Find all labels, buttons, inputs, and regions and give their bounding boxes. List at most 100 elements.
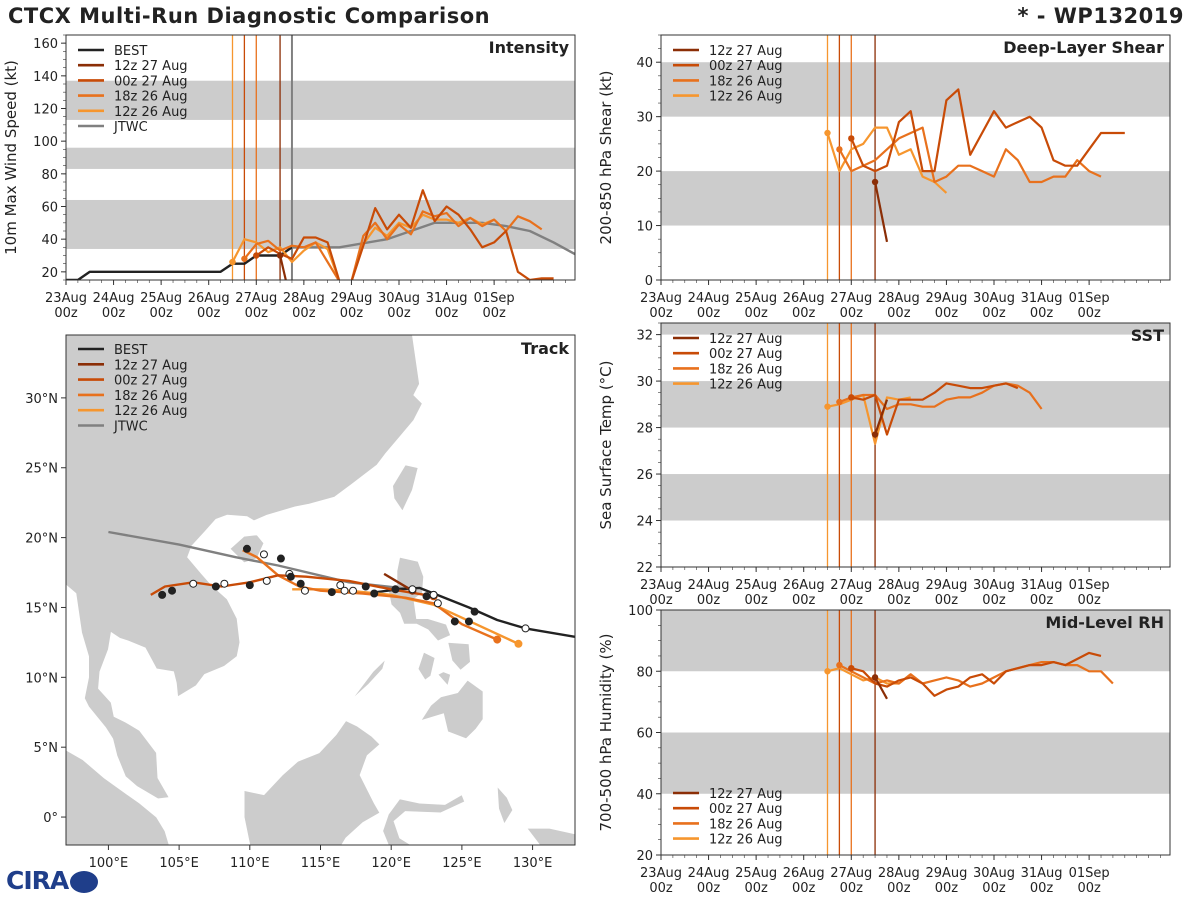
rh-ytick-label: 80 <box>636 665 653 680</box>
track-xtick-label: 110°E <box>230 856 270 871</box>
land-mass <box>66 335 423 800</box>
intensity-panel: 2040608010012014016023Aug00z24Aug00z25Au… <box>2 34 576 321</box>
shear-xtick-day: 26Aug <box>783 291 825 306</box>
track-panel: 100°E 105°E 110°E 115°E 120°E 125°E 130°E 0° 5°N… <box>25 334 576 871</box>
shear-legend-label: 18z 26 Aug <box>709 74 783 89</box>
track-ytick-label: 0° <box>43 811 58 826</box>
shear-band <box>661 171 1170 226</box>
shear-ylabel: 200-850 hPa Shear (kt) <box>597 71 615 245</box>
sst-xtick-day: 01Sep <box>1069 578 1110 593</box>
track-closed-point <box>327 588 336 597</box>
shear-run-start-point <box>836 146 843 153</box>
track-map <box>66 335 575 845</box>
intensity-legend-label: 12z 26 Aug <box>114 105 188 120</box>
track-closed-point <box>245 581 254 590</box>
sst-xtick-hour: 00z <box>840 593 864 608</box>
sst-xtick-hour: 00z <box>649 593 673 608</box>
shear-run-line <box>874 181 889 243</box>
track-open-point <box>408 585 417 594</box>
sst-band <box>661 474 1170 521</box>
sst-xtick-day: 23Aug <box>640 578 682 593</box>
shear-run-start-point <box>848 135 855 142</box>
track-legend-label: JTWC <box>113 420 148 435</box>
track-xtick-label: 105°E <box>159 856 199 871</box>
track-legend-label: 12z 26 Aug <box>114 404 188 419</box>
sst-xtick-day: 24Aug <box>688 578 730 593</box>
rh-legend-label: 12z 27 Aug <box>709 787 783 802</box>
rh-xtick-hour: 00z <box>697 881 721 896</box>
track-closed-point <box>158 590 167 599</box>
sst-xtick-hour: 00z <box>1077 593 1101 608</box>
intensity-band <box>66 147 575 169</box>
rh-xtick-hour: 00z <box>935 881 959 896</box>
track-open-point <box>429 590 438 599</box>
rh-xtick-day: 31Aug <box>1021 866 1063 881</box>
shear-legend-label: 12z 27 Aug <box>709 44 783 59</box>
intensity-xtick-day: 31Aug <box>426 291 468 306</box>
intensity-run-start-point <box>229 258 236 266</box>
rh-legend-label: 18z 26 Aug <box>709 817 783 832</box>
rh-band <box>661 610 1170 672</box>
shear-xtick-day: 27Aug <box>830 291 872 306</box>
sst-xtick-day: 28Aug <box>878 578 920 593</box>
sst-ytick-label: 30 <box>636 375 653 390</box>
track-open-point <box>220 579 229 588</box>
rh-ytick-label: 20 <box>636 849 653 864</box>
globe-icon <box>70 871 99 893</box>
rh-xtick-day: 25Aug <box>735 866 777 881</box>
intensity-xtick-day: 30Aug <box>378 291 420 306</box>
intensity-title: Intensity <box>489 38 570 57</box>
track-xtick-label: 120°E <box>371 856 411 871</box>
sst-run-start-point <box>836 398 843 406</box>
shear-xtick-hour: 00z <box>1030 306 1054 321</box>
track-closed-point <box>391 585 400 594</box>
sst-legend-label: 12z 27 Aug <box>709 332 783 347</box>
shear-xtick-hour: 00z <box>1077 306 1101 321</box>
land-mass <box>66 749 170 845</box>
sst-run-line <box>874 399 889 435</box>
sst-legend-label: 18z 26 Aug <box>709 362 783 377</box>
track-closed-point <box>242 544 251 553</box>
shear-panel: 01020304023Aug00z24Aug00z25Aug00z26Aug00… <box>597 34 1171 321</box>
track-open-point <box>300 586 309 595</box>
intensity-ytick-label: 100 <box>33 135 58 150</box>
intensity-xtick-day: 27Aug <box>235 291 277 306</box>
rh-xtick-hour: 00z <box>1077 881 1101 896</box>
shear-xtick-day: 25Aug <box>735 291 777 306</box>
rh-xtick-day: 28Aug <box>878 866 920 881</box>
sst-ytick-label: 28 <box>636 422 653 437</box>
track-closed-point <box>168 586 177 595</box>
intensity-xtick-day: 01Sep <box>474 291 515 306</box>
track-legend-label: 12z 27 Aug <box>114 358 188 373</box>
track-closed-point <box>286 572 295 581</box>
intensity-ytick-label: 140 <box>33 70 58 85</box>
intensity-run-start-point <box>253 252 260 259</box>
cira-logo: CIRA <box>6 866 99 895</box>
sst-ytick-label: 32 <box>636 329 653 344</box>
sst-xtick-day: 25Aug <box>735 578 777 593</box>
shear-ytick-label: 30 <box>636 111 653 126</box>
land-mass <box>417 651 436 681</box>
track-closed-point <box>370 589 379 598</box>
intensity-xtick-hour: 00z <box>245 306 269 321</box>
intensity-legend-label: BEST <box>114 44 147 59</box>
intensity-legend-label: 12z 27 Aug <box>114 59 188 74</box>
land-mass <box>190 841 198 845</box>
rh-run-line <box>851 651 1102 697</box>
rh-xtick-day: 29Aug <box>925 866 967 881</box>
rh-ylabel: 700-500 hPa Humidity (%) <box>597 633 615 831</box>
rh-xtick-hour: 00z <box>744 881 768 896</box>
track-legend-label: 00z 27 Aug <box>114 374 188 389</box>
rh-band <box>661 732 1170 794</box>
intensity-legend-label: 18z 26 Aug <box>114 90 188 105</box>
track-ytick-label: 25°N <box>25 462 58 477</box>
track-legend-label: BEST <box>114 343 147 358</box>
rh-run-start-point <box>848 664 855 672</box>
sst-run-start-point <box>848 394 855 401</box>
storm-id: * - WP132019 <box>1017 4 1184 28</box>
shear-xtick-hour: 00z <box>649 306 673 321</box>
sst-frame <box>660 322 1171 568</box>
